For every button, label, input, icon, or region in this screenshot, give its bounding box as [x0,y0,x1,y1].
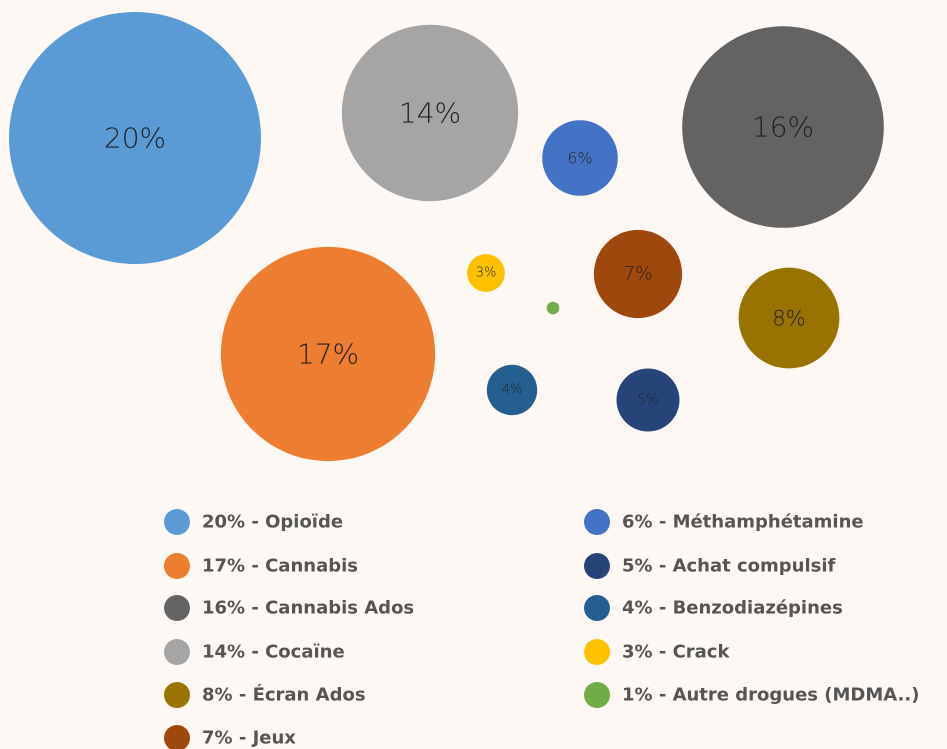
legend-swatch [584,682,610,708]
legend-label: 7% - Jeux [202,728,296,749]
legend-label: 14% - Cocaïne [202,642,345,663]
bubble-label: 4% [502,383,523,398]
legend-label: 4% - Benzodiazépines [622,598,843,619]
legend-swatch [164,595,190,621]
bubble-label: 16% [752,111,814,144]
bubble [682,26,884,228]
legend-label: 20% - Opioïde [202,512,343,533]
bubble-label: 5% [638,393,659,408]
legend-swatch [584,639,610,665]
bubble [341,24,519,202]
legend-label: 5% - Achat compulsif [622,556,836,577]
bubble [738,267,840,369]
legend-swatch [164,639,190,665]
legend-swatch [164,553,190,579]
bubble-label: 17% [297,338,359,371]
legend-label: 8% - Écran Ados [202,684,366,706]
bubble [546,301,560,315]
bubble [486,364,538,416]
bubble [220,246,436,462]
legend-label: 6% - Méthamphétamine [622,512,864,533]
legend-label: 3% - Crack [622,642,730,663]
bubble [467,254,505,292]
legend-swatch [584,595,610,621]
bubble [593,229,683,319]
bubble [9,12,261,264]
legend-label: 17% - Cannabis [202,556,358,577]
legend-swatch [584,553,610,579]
bubble [616,368,680,432]
legend-swatch [164,509,190,535]
bubble-label: 7% [623,264,652,285]
bubble-label: 20% [104,122,166,155]
legend-label: 1% - Autre drogues (MDMA..) [622,685,919,706]
bubble-label: 6% [567,149,592,168]
bubble [542,120,618,196]
bubble-label: 3% [476,266,497,281]
legend-swatch [164,725,190,749]
bubble-label: 8% [772,306,806,331]
legend-swatch [584,509,610,535]
legend-label: 16% - Cannabis Ados [202,598,414,619]
legend-swatch [164,682,190,708]
bubble-label: 14% [399,97,461,130]
